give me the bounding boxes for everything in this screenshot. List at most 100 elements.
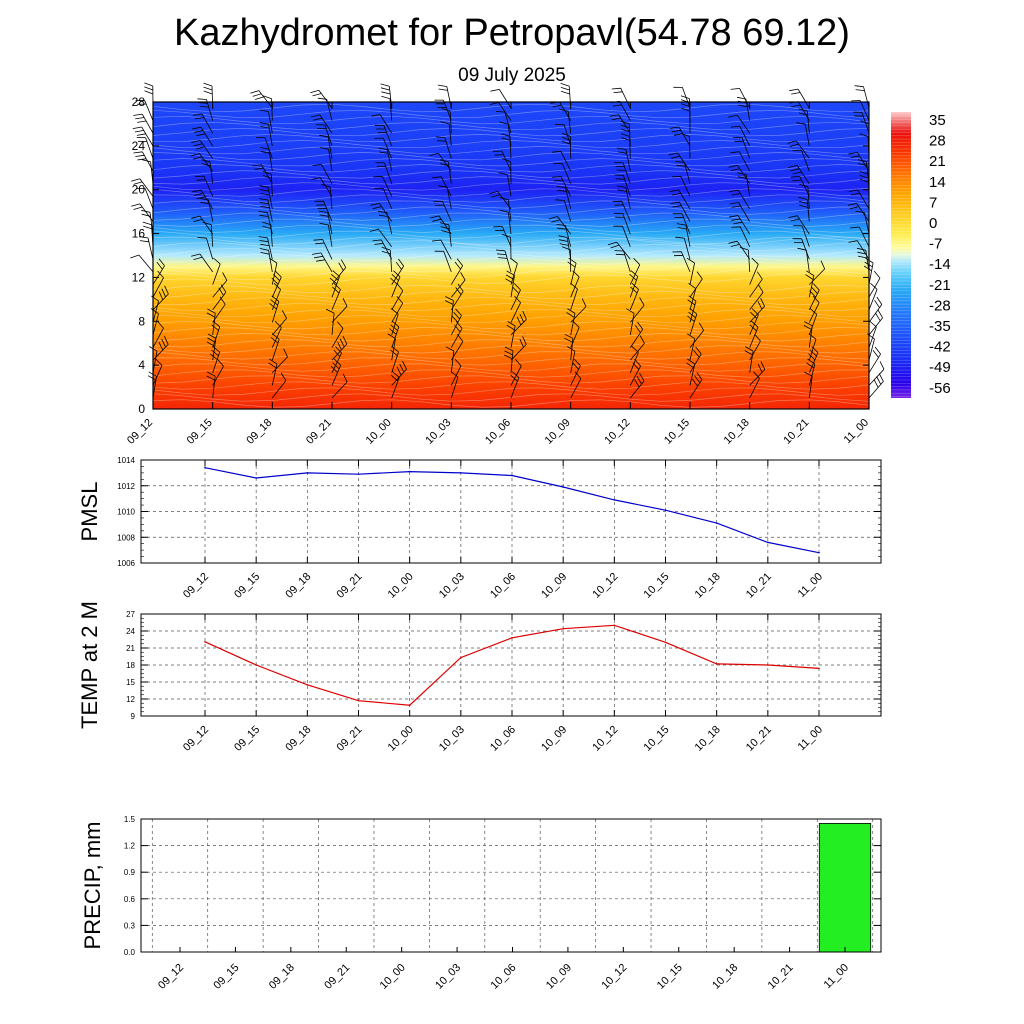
y-axis-label: PRECIP, mm (80, 822, 105, 950)
contour-line (152, 212, 870, 221)
wind-barb (617, 147, 631, 172)
wind-barb (271, 372, 287, 399)
wind-barb (259, 248, 273, 272)
wind-barb (319, 134, 333, 159)
wind-barb (271, 320, 282, 348)
wind-barb (689, 346, 702, 374)
y-tick-label: 1010 (117, 508, 135, 517)
temp-point (408, 704, 411, 707)
colorbar-label: 0 (929, 215, 937, 232)
contour-line (152, 375, 870, 384)
x-tick-label: 09_15 (232, 724, 262, 754)
contour-line (152, 133, 870, 143)
wind-barb (689, 271, 703, 298)
wind-barb (133, 113, 154, 134)
wind-barb (390, 270, 401, 298)
contour-line (152, 387, 870, 396)
x-tick-label: 11_00 (796, 724, 826, 754)
x-tick-label: 10_09 (543, 417, 573, 447)
wind-barb (492, 150, 512, 172)
wind-barb (556, 186, 572, 209)
pmsl-point (357, 473, 360, 475)
x-tick-label: 09_21 (335, 724, 365, 754)
wind-barb (435, 136, 452, 159)
wind-barb (797, 247, 810, 272)
wind-barb (551, 150, 572, 172)
x-tick-label: 10_03 (437, 571, 467, 601)
wind-barb (499, 209, 512, 235)
wind-barb (152, 321, 164, 348)
wind-barb (272, 348, 288, 374)
wind-barb (212, 257, 221, 285)
wind-barb (847, 202, 870, 222)
temp-point (255, 664, 257, 666)
wind-barb (432, 176, 452, 197)
pmsl-point (613, 499, 616, 501)
x-tick-label: 09_18 (267, 962, 297, 992)
y-tick-label: 1006 (117, 559, 135, 568)
colorbar-label: -7 (929, 236, 942, 253)
wind-barb (192, 189, 214, 210)
wind-barb (848, 152, 870, 172)
pmsl-chart: 09_12 09_15 09_18 09_21 10_00 10_03 10_06 10_09… (77, 456, 882, 601)
x-tick-label: 11_00 (796, 571, 826, 601)
wind-barb (313, 239, 333, 260)
wind-barb (620, 120, 631, 146)
wind-barb (808, 346, 819, 373)
wind-barb (676, 223, 691, 247)
wind-barb (331, 298, 348, 323)
x-tick-label: 09_18 (244, 417, 274, 447)
wind-barb (613, 225, 631, 247)
wind-barb (380, 83, 393, 109)
wind-barb (629, 335, 645, 361)
wind-barb (138, 236, 154, 260)
wind-barb (629, 297, 645, 323)
x-tick-label: 10_06 (488, 571, 518, 601)
x-tick-label: 09_12 (156, 962, 186, 992)
wind-barb (433, 201, 452, 222)
wind-barb (390, 345, 399, 373)
wind-barb (567, 257, 577, 285)
wind-barb (559, 108, 572, 134)
wind-barb (152, 258, 165, 285)
wind-barb (629, 372, 645, 399)
wind-barb (788, 165, 810, 184)
wind-barb (490, 89, 512, 109)
contour-line (152, 284, 870, 293)
wind-barb (450, 272, 466, 298)
wind-barb (193, 113, 214, 134)
wind-barb (564, 333, 574, 361)
wind-barb (434, 250, 452, 273)
wind-barb (314, 200, 333, 222)
wind-barb (510, 310, 527, 336)
wind-barb (488, 191, 512, 210)
wind-barb (369, 228, 393, 247)
wind-barb (555, 123, 572, 147)
wind-barb (319, 222, 333, 247)
wind-barb (510, 295, 521, 323)
wind-barb (792, 150, 810, 172)
wind-barb (130, 254, 154, 273)
x-tick-label: 11_00 (842, 417, 872, 447)
wind-barb (553, 163, 572, 184)
wind-barb (498, 172, 512, 197)
wind-barb (499, 197, 512, 222)
colorbar-label: 7 (929, 194, 937, 211)
wind-barb (729, 215, 751, 235)
x-tick-label: 10_12 (599, 962, 629, 992)
wind-barb (868, 320, 877, 348)
wind-barb (789, 88, 810, 109)
wind-barb (868, 296, 883, 323)
wind-barb (728, 114, 751, 134)
wind-barb (560, 83, 572, 109)
wind-barb (808, 333, 817, 361)
wind-barb (607, 241, 631, 260)
wind-barb (130, 178, 154, 197)
x-tick-label: 10_09 (544, 962, 574, 992)
x-tick-label: 10_21 (766, 962, 796, 992)
wind-barb (135, 99, 154, 121)
y-tick-label: 24 (132, 139, 146, 153)
wind-barb (319, 147, 333, 172)
wind-barb (552, 176, 572, 197)
